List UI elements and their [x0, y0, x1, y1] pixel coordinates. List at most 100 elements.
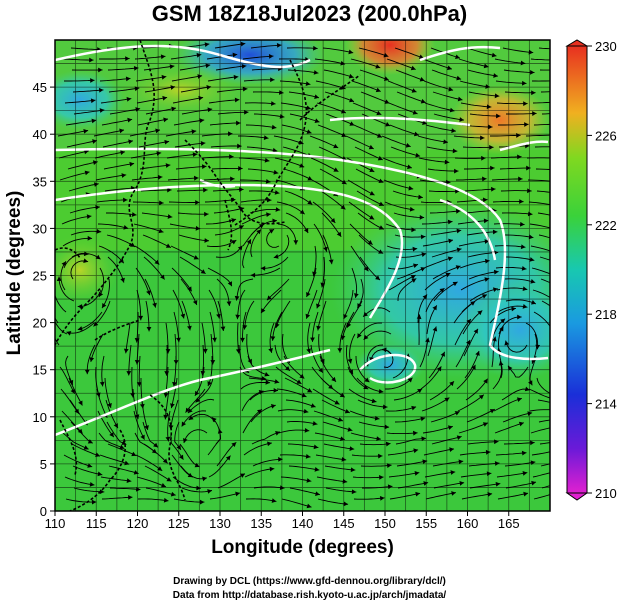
streamline: [251, 68, 283, 71]
streamline: [469, 113, 501, 117]
streamline-arrow: [78, 400, 83, 406]
streamline: [424, 471, 456, 478]
streamline: [352, 102, 382, 116]
streamline: [498, 123, 529, 126]
streamline-arrow: [411, 278, 417, 283]
streamline-arrow: [152, 302, 157, 308]
streamline: [385, 406, 417, 412]
streamline: [212, 188, 244, 192]
streamline-arrow: [333, 143, 339, 149]
streamline-arrow: [256, 229, 262, 235]
streamline: [288, 465, 320, 471]
streamline-arrow: [244, 109, 249, 115]
streamline: [108, 87, 140, 93]
streamline: [358, 234, 384, 254]
streamline-arrow: [187, 408, 193, 414]
streamline-arrow: [334, 400, 340, 405]
streamline-arrow: [270, 101, 276, 106]
streamline-arrow: [415, 152, 421, 158]
streamline: [178, 234, 210, 242]
streamline-arrow: [237, 143, 242, 149]
streamline-arrow: [225, 455, 231, 461]
streamline: [432, 265, 461, 280]
streamline-arrow: [449, 107, 455, 113]
lat-lon-grid: [55, 40, 550, 511]
streamline: [180, 86, 212, 93]
streamline-arrow: [493, 269, 499, 275]
x-tick-label: 120: [127, 516, 149, 531]
streamline-arrow: [107, 402, 112, 408]
streamline-arrow: [299, 163, 305, 168]
streamline-arrow: [98, 67, 103, 73]
streamline-arrow: [555, 299, 560, 304]
y-tick-label: 40: [33, 127, 47, 142]
streamline-arrow: [313, 45, 318, 51]
streamline: [166, 344, 168, 376]
streamline: [247, 168, 279, 174]
streamline-arrow: [227, 281, 233, 287]
streamline-arrow: [449, 447, 454, 453]
streamline: [312, 388, 340, 405]
streamline-arrow: [459, 117, 464, 122]
streamline: [181, 108, 213, 115]
streamline: [134, 55, 166, 60]
streamline-arrow: [378, 453, 383, 459]
x-axis-label: Longitude (degrees): [211, 537, 394, 558]
streamline: [350, 58, 381, 69]
streamline: [469, 288, 498, 302]
streamline: [55, 337, 60, 346]
streamline: [171, 75, 203, 82]
streamline-arrow: [333, 167, 339, 172]
streamline-arrow: [144, 425, 149, 430]
colorbar-tick-label: 230: [595, 39, 617, 54]
streamline-arrow: [386, 463, 392, 468]
streamline: [306, 267, 317, 298]
x-tick-label: 165: [498, 516, 520, 531]
streamline-arrow: [369, 215, 375, 220]
streamline: [141, 399, 149, 431]
streamline-arrow: [162, 95, 168, 101]
streamline: [501, 212, 533, 215]
credit-data-source: Data from http://database.rish.kyoto-u.a…: [172, 590, 447, 601]
streamline-arrow: [160, 482, 166, 488]
streamline-arrow: [415, 491, 421, 497]
streamline: [66, 140, 97, 148]
streamline-arrow: [314, 118, 320, 123]
streamline-arrow: [261, 308, 266, 314]
streamline-arrow: [310, 403, 316, 408]
streamline-arrow: [202, 476, 207, 482]
streamline-arrow: [530, 278, 536, 284]
streamline-arrow: [363, 334, 369, 340]
map-title: GSM 18Z18Jul2023 (200.0hPa): [151, 1, 468, 26]
streamline-arrow: [274, 379, 280, 384]
streamline-arrow: [126, 96, 132, 102]
streamline: [505, 340, 528, 353]
y-tick-label: 35: [33, 174, 47, 189]
colorbar-bar: [566, 45, 588, 494]
streamline-arrow: [49, 310, 54, 315]
streamline-arrow: [231, 240, 237, 245]
streamline-arrow: [555, 227, 560, 232]
streamline-arrow: [364, 377, 370, 383]
streamline-arrow: [187, 325, 192, 331]
streamline-arrow: [561, 145, 565, 150]
streamline-arrow: [449, 381, 455, 387]
streamline-arrow: [119, 258, 124, 264]
streamline-arrow: [420, 416, 426, 422]
streamline: [537, 399, 550, 403]
streamline-arrow: [423, 481, 429, 486]
streamline: [349, 333, 356, 364]
streamline: [467, 69, 498, 77]
streamline-arrow: [188, 415, 194, 421]
streamline-arrow: [179, 454, 184, 460]
streamline-arrow: [202, 348, 208, 354]
streamline-arrow: [376, 110, 382, 116]
streamline: [383, 179, 414, 190]
streamline-arrow: [451, 128, 456, 133]
streamline-arrow: [180, 313, 186, 319]
streamline-arrow: [557, 58, 561, 63]
y-tick-label: 45: [33, 80, 47, 95]
streamline: [143, 443, 168, 464]
streamline: [138, 355, 141, 387]
streamline: [272, 311, 283, 341]
